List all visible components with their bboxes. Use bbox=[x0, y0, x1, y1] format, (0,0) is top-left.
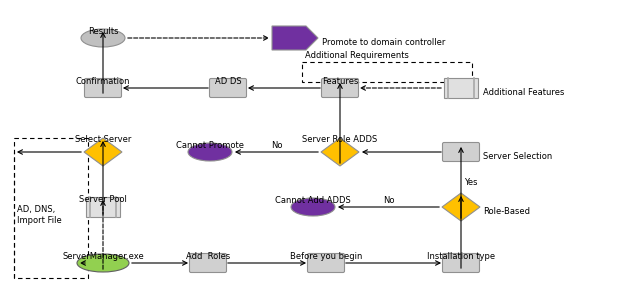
Ellipse shape bbox=[291, 198, 335, 216]
FancyBboxPatch shape bbox=[210, 79, 247, 98]
Polygon shape bbox=[321, 138, 359, 166]
Text: Server Pool: Server Pool bbox=[79, 195, 127, 204]
Ellipse shape bbox=[81, 29, 125, 47]
FancyBboxPatch shape bbox=[443, 142, 479, 161]
Text: Server Selection: Server Selection bbox=[483, 152, 552, 161]
Text: Features: Features bbox=[322, 77, 358, 86]
Text: No: No bbox=[383, 196, 394, 205]
FancyBboxPatch shape bbox=[84, 79, 122, 98]
Text: Yes: Yes bbox=[464, 178, 477, 187]
Text: Server Role ADDS: Server Role ADDS bbox=[303, 135, 378, 144]
FancyBboxPatch shape bbox=[308, 254, 345, 273]
Polygon shape bbox=[442, 193, 480, 221]
Text: ServerManager.exe: ServerManager.exe bbox=[62, 252, 144, 261]
Text: Additional Features: Additional Features bbox=[483, 88, 564, 97]
Text: Before you begin: Before you begin bbox=[290, 252, 362, 261]
FancyBboxPatch shape bbox=[190, 254, 226, 273]
Text: AD DS: AD DS bbox=[215, 77, 241, 86]
FancyBboxPatch shape bbox=[443, 254, 479, 273]
Text: Select Server: Select Server bbox=[75, 135, 131, 144]
Polygon shape bbox=[272, 26, 318, 50]
Text: Role-Based: Role-Based bbox=[483, 207, 530, 216]
Bar bbox=[14, 138, 88, 278]
Text: Results: Results bbox=[88, 27, 118, 36]
Text: Add  Roles: Add Roles bbox=[186, 252, 230, 261]
Ellipse shape bbox=[77, 254, 129, 272]
Text: Cannot Add ADDS: Cannot Add ADDS bbox=[275, 196, 351, 205]
Bar bbox=[302, 62, 472, 82]
Text: No: No bbox=[271, 141, 282, 150]
Text: Promote to domain controller: Promote to domain controller bbox=[322, 38, 445, 47]
Text: Cannot Promote: Cannot Promote bbox=[176, 141, 244, 150]
FancyBboxPatch shape bbox=[322, 79, 358, 98]
Text: Confirmation: Confirmation bbox=[76, 77, 130, 86]
Ellipse shape bbox=[188, 143, 232, 161]
Bar bbox=[444, 78, 478, 98]
Text: AD, DNS,
Import File: AD, DNS, Import File bbox=[17, 205, 62, 225]
Text: Installation type: Installation type bbox=[427, 252, 495, 261]
Polygon shape bbox=[84, 138, 122, 166]
Bar bbox=[86, 197, 120, 217]
Text: Additional Requirements: Additional Requirements bbox=[305, 51, 409, 60]
